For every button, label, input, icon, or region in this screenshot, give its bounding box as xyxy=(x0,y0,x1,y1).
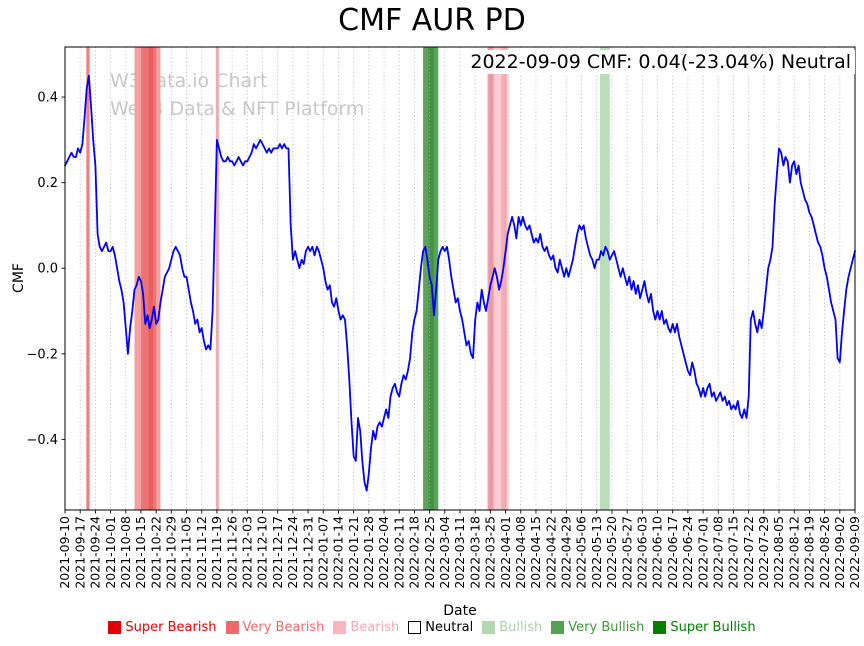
x-tick-label: 2021-10-29 xyxy=(164,516,179,589)
y-tick-label: 0.2 xyxy=(37,176,58,191)
legend-swatch-super-bearish xyxy=(108,621,122,634)
y-tick-label: −0.2 xyxy=(26,347,58,362)
cmf-line xyxy=(64,74,856,492)
x-tick-label: 2022-08-05 xyxy=(771,516,786,589)
band-very-bullish xyxy=(428,47,434,510)
legend-item-bullish: Bullish xyxy=(482,620,542,635)
x-tick-label: 2021-12-03 xyxy=(240,516,255,589)
x-tick-label: 2022-05-27 xyxy=(619,516,634,589)
band-bearish xyxy=(488,47,494,510)
x-tick-label: 2022-02-04 xyxy=(376,516,391,589)
x-tick-label: 2021-11-12 xyxy=(194,516,209,589)
legend: Super Bearish Very Bearish Bearish Neutral B… xyxy=(0,620,864,635)
latest-value-annotation: 2022-09-09 CMF: 0.04(-23.04%) Neutral xyxy=(466,50,855,74)
x-tick-label: 2022-04-15 xyxy=(528,516,543,589)
band-bullish xyxy=(600,47,610,510)
legend-label-neutral: Neutral xyxy=(425,620,474,635)
legend-label-bullish: Bullish xyxy=(499,620,543,635)
x-tick-label: 2022-03-11 xyxy=(452,516,467,589)
x-tick-label: 2022-06-03 xyxy=(635,516,650,589)
x-tick-label: 2022-04-22 xyxy=(543,516,558,589)
watermark-line2: Web3 Data & NFT Platform xyxy=(110,97,365,120)
x-tick-label: 2022-08-26 xyxy=(817,516,832,589)
legend-swatch-neutral xyxy=(408,621,422,634)
y-tick-label: 0.0 xyxy=(37,262,58,277)
legend-swatch-super-bullish xyxy=(653,621,667,634)
x-tick-label: 2022-07-22 xyxy=(741,516,756,589)
legend-swatch-bullish xyxy=(482,621,496,634)
legend-swatch-bearish xyxy=(333,621,347,634)
x-tick-label: 2022-06-10 xyxy=(650,516,665,589)
legend-item-neutral: Neutral xyxy=(408,620,473,635)
band-very-bearish xyxy=(148,47,153,510)
y-tick-label: 0.4 xyxy=(37,91,58,106)
x-tick-label: 2022-03-18 xyxy=(467,516,482,589)
band-bearish xyxy=(215,47,220,510)
x-tick-label: 2022-04-01 xyxy=(498,516,513,589)
chart-title: CMF AUR PD xyxy=(338,3,526,38)
x-axis-label: Date xyxy=(443,603,477,619)
x-tick-label: 2021-10-15 xyxy=(133,516,148,589)
legend-swatch-very-bullish xyxy=(551,621,565,634)
x-tick-label: 2022-07-08 xyxy=(711,516,726,589)
legend-label-very-bullish: Very Bullish xyxy=(568,620,645,635)
x-tick-label: 2022-07-29 xyxy=(756,516,771,589)
x-tick-label: 2022-05-13 xyxy=(589,516,604,589)
x-tick-label: 2022-07-01 xyxy=(695,516,710,589)
x-tick-label: 2022-01-14 xyxy=(331,516,346,589)
x-tick-label: 2021-09-24 xyxy=(88,516,103,589)
x-tick-label: 2022-08-19 xyxy=(802,516,817,589)
x-tick-label: 2022-07-15 xyxy=(726,516,741,589)
legend-label-bearish: Bearish xyxy=(350,620,400,635)
x-tick-label: 2021-10-22 xyxy=(148,516,163,589)
legend-swatch-very-bearish xyxy=(225,621,239,634)
legend-item-very-bullish: Very Bullish xyxy=(551,620,644,635)
plot-frame xyxy=(64,46,856,511)
legend-label-super-bearish: Super Bearish xyxy=(125,620,217,635)
x-tick-label: 2022-01-07 xyxy=(316,516,331,589)
legend-label-very-bearish: Very Bearish xyxy=(242,620,325,635)
x-tick-label: 2022-05-20 xyxy=(604,516,619,589)
x-tick-label: 2022-06-24 xyxy=(680,516,695,589)
x-tick-label: 2021-12-17 xyxy=(270,516,285,589)
legend-label-super-bullish: Super Bullish xyxy=(670,620,756,635)
x-tick-label: 2021-10-01 xyxy=(103,516,118,589)
legend-item-very-bearish: Very Bearish xyxy=(225,620,325,635)
x-tick-label: 2021-09-10 xyxy=(57,516,72,589)
x-tick-label: 2021-10-08 xyxy=(118,516,133,589)
legend-item-super-bearish: Super Bearish xyxy=(108,620,217,635)
band-very-bearish xyxy=(86,47,90,510)
x-tick-label: 2021-11-05 xyxy=(179,516,194,589)
x-tick-label: 2022-02-25 xyxy=(422,516,437,589)
legend-item-super-bullish: Super Bullish xyxy=(653,620,756,635)
x-tick-label: 2022-09-02 xyxy=(832,516,847,589)
x-tick-label: 2021-12-24 xyxy=(285,516,300,589)
y-tick-label: −0.4 xyxy=(26,433,58,448)
x-tick-label: 2021-11-26 xyxy=(224,516,239,589)
x-tick-label: 2022-08-12 xyxy=(786,516,801,589)
x-tick-label: 2021-12-10 xyxy=(255,516,270,589)
x-tick-label: 2021-11-19 xyxy=(209,516,224,589)
legend-item-bearish: Bearish xyxy=(333,620,399,635)
y-axis-label: CMF xyxy=(11,263,27,293)
x-tick-label: 2022-03-25 xyxy=(483,516,498,589)
x-tick-label: 2022-06-17 xyxy=(665,516,680,589)
x-tick-label: 2022-02-11 xyxy=(391,516,406,589)
x-tick-label: 2021-12-31 xyxy=(300,516,315,589)
x-tick-label: 2022-01-21 xyxy=(346,516,361,589)
x-tick-label: 2022-02-18 xyxy=(407,516,422,589)
x-tick-label: 2022-03-04 xyxy=(437,516,452,589)
x-tick-label: 2022-04-08 xyxy=(513,516,528,589)
x-tick-label: 2022-09-09 xyxy=(847,516,862,589)
band-bearish xyxy=(501,47,507,510)
x-tick-label: 2022-01-28 xyxy=(361,516,376,589)
x-tick-label: 2021-09-17 xyxy=(72,516,87,589)
x-tick-label: 2022-05-06 xyxy=(574,516,589,589)
x-tick-label: 2022-04-29 xyxy=(559,516,574,589)
